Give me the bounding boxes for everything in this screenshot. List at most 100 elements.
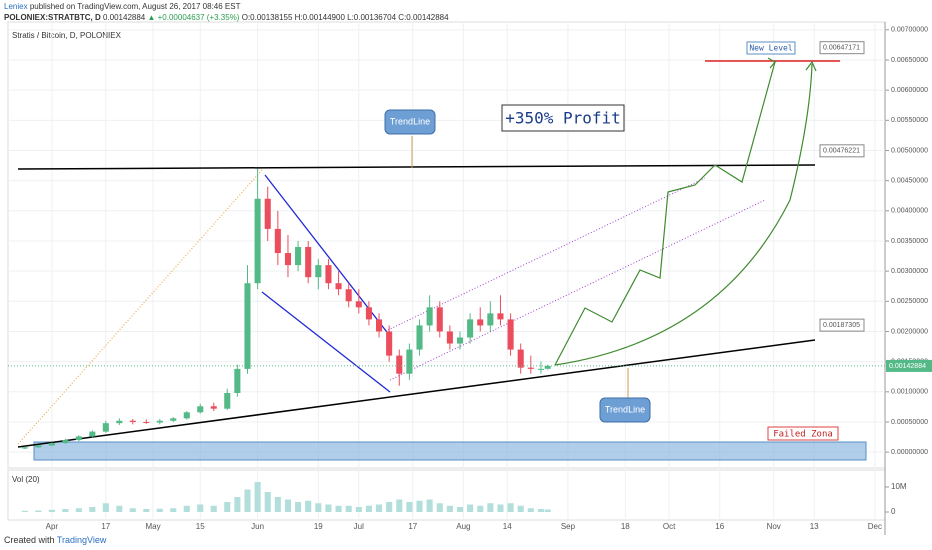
volume-bar bbox=[436, 503, 443, 512]
volume-bar bbox=[467, 504, 474, 512]
candle-body bbox=[89, 431, 96, 437]
volume-bar bbox=[345, 505, 352, 512]
wedge-bottom bbox=[261, 291, 391, 393]
drawings bbox=[17, 41, 867, 461]
candle-body bbox=[264, 198, 271, 229]
candle-body bbox=[396, 355, 403, 374]
projection-curve bbox=[554, 63, 813, 366]
candle-body bbox=[365, 307, 372, 320]
y-tick-label: 0.00100000 bbox=[891, 389, 928, 396]
candle-body bbox=[467, 319, 474, 338]
y-tick-label: 0.00200000 bbox=[891, 328, 928, 335]
candle-body bbox=[315, 265, 322, 278]
volume-bar bbox=[183, 505, 190, 512]
channel-top bbox=[387, 177, 706, 331]
candle-body bbox=[426, 307, 433, 326]
candle-body bbox=[335, 283, 342, 290]
level-label: 0.00476221 bbox=[823, 148, 860, 155]
channel-bottom bbox=[389, 199, 766, 381]
volume-bar bbox=[264, 492, 271, 512]
candle-body bbox=[197, 406, 204, 413]
projection-path bbox=[554, 61, 776, 366]
volume-bar bbox=[487, 503, 494, 512]
volume-bar bbox=[386, 502, 393, 512]
volume-bar bbox=[210, 505, 217, 512]
x-tick-label: Apr bbox=[46, 522, 59, 531]
y-tick-label: 0.00450000 bbox=[891, 177, 928, 184]
dotted-rise bbox=[17, 169, 263, 445]
note-box bbox=[746, 41, 796, 55]
x-tick-label: 13 bbox=[810, 522, 819, 531]
x-tick-label: Oct bbox=[663, 522, 676, 531]
chart-title: Stratis / Bitcoin, D, POLONIEX bbox=[12, 31, 122, 40]
price-pane bbox=[7, 21, 886, 469]
x-tick-label: Dec bbox=[868, 522, 882, 531]
level-box bbox=[819, 144, 865, 158]
symbol-line: POLONIEX:STRATBTC, D 0.00142884 ▲ +0.000… bbox=[4, 12, 449, 23]
candle-body bbox=[436, 307, 443, 332]
y-tick-label: 0.00700000 bbox=[891, 27, 928, 34]
candle-body bbox=[456, 337, 464, 344]
candle-body bbox=[517, 349, 524, 368]
y-tick-label: 0.00400000 bbox=[891, 208, 928, 215]
candle-body bbox=[129, 420, 136, 422]
y-tick-label: 0.00600000 bbox=[891, 87, 928, 94]
x-tick-label: Aug bbox=[456, 522, 470, 531]
callout-box bbox=[599, 397, 651, 423]
y-tick-label: 0.00350000 bbox=[891, 238, 928, 245]
x-tick-label: 14 bbox=[503, 522, 512, 531]
candle-body bbox=[62, 440, 69, 444]
volume-bar bbox=[477, 505, 484, 512]
volume-bar bbox=[244, 489, 251, 512]
trendline-label: TrendLine bbox=[605, 404, 645, 414]
x-tick-label: 19 bbox=[314, 522, 323, 531]
volume-bar bbox=[75, 508, 82, 512]
grid bbox=[8, 22, 885, 520]
callout-box bbox=[384, 109, 436, 135]
volume-tick-label: 10M bbox=[891, 482, 907, 491]
volume-bar bbox=[325, 504, 332, 512]
x-tick-label: May bbox=[145, 522, 160, 531]
change: ▲ +0.00004637 (+3.35%) bbox=[147, 13, 240, 22]
candle-body bbox=[143, 421, 150, 423]
y-tick-label: 0.00550000 bbox=[891, 117, 928, 124]
volume-bar bbox=[396, 499, 403, 512]
y-tick-label: 0.00650000 bbox=[891, 57, 928, 64]
resistance-line bbox=[17, 164, 816, 170]
volume-bar bbox=[143, 509, 150, 512]
volume-bar bbox=[21, 510, 28, 512]
published: published on TradingView.com, August 26,… bbox=[29, 2, 241, 11]
volume-bar bbox=[129, 508, 136, 512]
failed-zone-label: Failed Zona bbox=[773, 430, 833, 440]
header: Leniex published on TradingView.com, Aug… bbox=[4, 1, 449, 23]
candle-body bbox=[345, 289, 352, 302]
volume-bar bbox=[254, 482, 261, 512]
candle-body bbox=[507, 319, 514, 350]
candle-body bbox=[183, 412, 190, 419]
level-label: 0.00187305 bbox=[823, 322, 860, 329]
x-tick-label: 17 bbox=[101, 522, 110, 531]
volume-bar bbox=[335, 505, 342, 512]
candle-body bbox=[170, 418, 177, 421]
created: Created with bbox=[4, 535, 55, 545]
x-tick-label: 15 bbox=[196, 522, 205, 531]
brand[interactable]: TradingView bbox=[56, 535, 107, 545]
author[interactable]: Leniex bbox=[4, 2, 28, 11]
failed-zone bbox=[33, 441, 867, 461]
candle-body bbox=[477, 319, 484, 326]
candle-body bbox=[325, 265, 332, 284]
candle-body bbox=[21, 447, 28, 449]
candle-body bbox=[75, 436, 82, 441]
candle-body bbox=[446, 331, 453, 344]
candle-body bbox=[497, 313, 504, 320]
volume-bar bbox=[406, 502, 413, 512]
volume-bar bbox=[456, 507, 464, 512]
chart: Stratis / Bitcoin, D, POLONIEX TrendLine… bbox=[7, 21, 932, 535]
volume-bar bbox=[426, 499, 433, 512]
candle-body bbox=[305, 247, 312, 278]
x-tick-label: Jul bbox=[354, 522, 364, 531]
support-trendline bbox=[17, 339, 816, 448]
candle-body bbox=[386, 331, 393, 356]
level-label: 0.00647171 bbox=[823, 45, 860, 52]
volume-bar bbox=[170, 508, 177, 512]
